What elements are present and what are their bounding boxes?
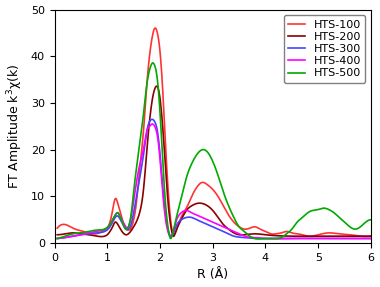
HTS-300 (55, 237, 60, 240)
HTS-200 (55, 233, 60, 236)
HTS-300 (369, 237, 373, 240)
HTS-100 (246, 227, 250, 230)
HTS-500 (74, 232, 79, 235)
HTS-100 (255, 226, 260, 229)
HTS-300 (150, 118, 155, 121)
HTS-500 (246, 233, 250, 236)
HTS-300 (294, 237, 298, 240)
Line: HTS-400: HTS-400 (57, 124, 371, 239)
Legend: HTS-100, HTS-200, HTS-300, HTS-400, HTS-500: HTS-100, HTS-200, HTS-300, HTS-400, HTS-… (283, 15, 366, 83)
HTS-400 (55, 237, 60, 240)
HTS-100 (74, 228, 79, 231)
HTS-100 (238, 226, 242, 229)
HTS-400 (326, 237, 331, 240)
HTS-100 (293, 232, 298, 235)
X-axis label: R (Å): R (Å) (197, 268, 228, 282)
HTS-500 (238, 226, 242, 229)
HTS-100 (55, 226, 60, 230)
HTS-300 (74, 234, 79, 237)
HTS-400 (246, 235, 250, 239)
HTS-300 (257, 237, 261, 240)
HTS-300 (238, 235, 242, 239)
Y-axis label: FT Amplitude k$^3$χ(k): FT Amplitude k$^3$χ(k) (6, 64, 25, 189)
HTS-400 (150, 122, 155, 126)
Line: HTS-500: HTS-500 (57, 63, 371, 239)
HTS-200 (369, 234, 373, 238)
HTS-500 (151, 61, 155, 65)
HTS-200 (238, 233, 242, 236)
HTS-500 (55, 237, 60, 240)
HTS-100 (369, 234, 373, 238)
Line: HTS-200: HTS-200 (57, 86, 371, 236)
Line: HTS-100: HTS-100 (57, 28, 371, 236)
Line: HTS-300: HTS-300 (57, 119, 371, 238)
HTS-100 (364, 235, 369, 238)
HTS-200 (154, 84, 159, 88)
HTS-300 (326, 237, 331, 240)
HTS-400 (273, 237, 278, 241)
HTS-200 (326, 234, 331, 238)
HTS-500 (257, 237, 261, 241)
HTS-300 (255, 237, 260, 240)
HTS-100 (325, 231, 330, 235)
HTS-500 (369, 218, 373, 222)
HTS-400 (255, 236, 260, 239)
HTS-100 (153, 26, 158, 30)
HTS-400 (369, 237, 373, 240)
HTS-400 (238, 232, 242, 236)
HTS-200 (256, 232, 260, 236)
HTS-500 (255, 237, 260, 241)
HTS-300 (246, 236, 250, 240)
HTS-200 (99, 235, 103, 238)
HTS-200 (74, 231, 79, 235)
HTS-400 (74, 234, 79, 237)
HTS-400 (294, 237, 298, 240)
HTS-200 (294, 234, 298, 238)
HTS-500 (326, 208, 331, 211)
HTS-500 (294, 222, 298, 225)
HTS-200 (246, 232, 251, 236)
